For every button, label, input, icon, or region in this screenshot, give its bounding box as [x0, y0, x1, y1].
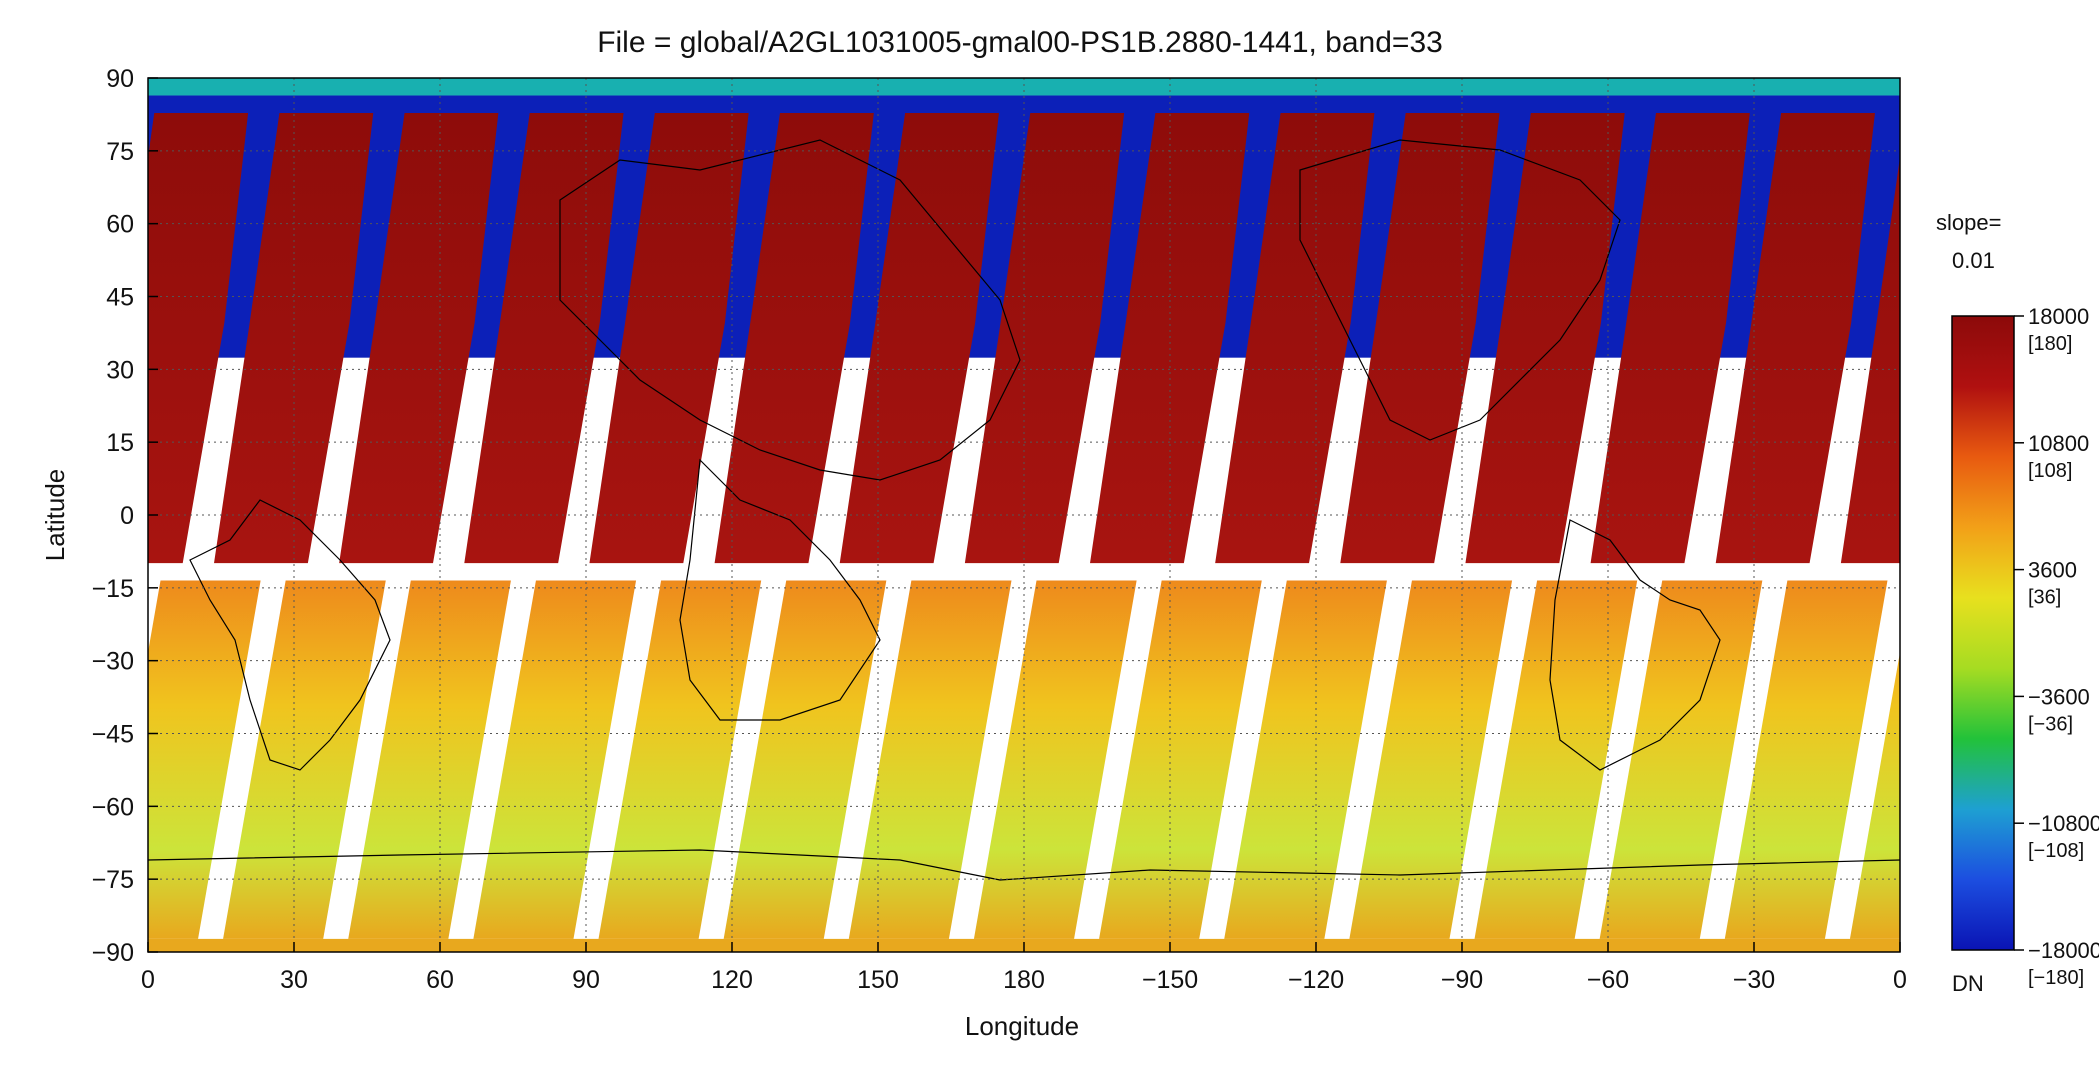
y-tick-label: 45 — [106, 284, 134, 312]
north-swath — [339, 112, 499, 564]
map-title: File = global/A2GL1031005-gmal00-PS1B.28… — [597, 26, 1443, 59]
x-tick-label: −150 — [1142, 966, 1198, 994]
x-tick-label: 90 — [572, 966, 600, 994]
coastline — [189, 499, 391, 771]
colorbar-tick-sublabel: [36] — [2028, 587, 2061, 609]
north-swath — [1465, 112, 1625, 564]
south-swath — [1724, 580, 1888, 939]
coastline — [1549, 519, 1721, 771]
y-tick-label: 75 — [106, 138, 134, 166]
north-swath — [148, 112, 249, 564]
north-swath — [1590, 112, 1750, 564]
north-swath — [464, 112, 624, 564]
colorbar-unit-label: DN — [1952, 971, 1984, 996]
colorbar-ramp — [1951, 315, 2015, 951]
y-tick-label: 90 — [106, 65, 134, 93]
colorbar-tick-label: −3600 — [2028, 684, 2090, 709]
south-swath — [1099, 580, 1262, 939]
colorbar-slope-value: 0.01 — [1952, 248, 1995, 273]
south-swath — [473, 580, 637, 939]
y-axis-label: Latitude — [40, 469, 70, 562]
colorbar-tick-label: −10800 — [2028, 811, 2099, 836]
south-swath — [598, 580, 762, 939]
south-swath — [148, 580, 261, 939]
y-tick-label: −90 — [92, 939, 134, 967]
x-axis-ticks: 0 30 60 90 120 150 180 −150 −120 −90 −60 −30 0 — [141, 942, 1907, 994]
north-swath — [1840, 157, 1900, 564]
north-swath — [1715, 112, 1875, 564]
north-swath — [214, 112, 374, 564]
colorbar-tick-sublabel: [−36] — [2028, 713, 2073, 735]
y-tick-label: −30 — [92, 648, 134, 676]
y-axis-ticks: 90 75 60 45 30 15 0 −15 −30 −45 −60 −75 −90 — [92, 65, 158, 967]
colorbar-slope-label: slope= — [1936, 210, 2001, 235]
south-swath — [723, 580, 887, 939]
x-tick-label: 150 — [857, 966, 899, 994]
polar-cap — [148, 78, 1900, 96]
north-swath — [1215, 112, 1375, 564]
x-tick-label: 120 — [711, 966, 753, 994]
colorbar-tick-label: 10800 — [2028, 431, 2089, 456]
south-swath — [1474, 580, 1638, 939]
south-swath — [1849, 652, 1900, 939]
south-swath — [1349, 580, 1513, 939]
x-tick-label: −90 — [1441, 966, 1483, 994]
x-tick-label: 60 — [426, 966, 454, 994]
colorbar: slope= 0.01 18000 [180] 10800 [108] 3600 [36]… — [1936, 210, 2099, 996]
colorbar-tick-sublabel: [180] — [2028, 333, 2072, 355]
x-tick-label: 0 — [1893, 966, 1907, 994]
colorbar-ticks: 18000 [180] 10800 [108] 3600 [36] −3600 [−36] −1… — [2014, 304, 2099, 989]
south-swath — [348, 580, 511, 939]
x-tick-label: 0 — [141, 966, 155, 994]
north-swath — [964, 112, 1125, 564]
north-swath — [714, 112, 874, 564]
north-swath — [839, 112, 999, 564]
coastline — [148, 849, 1900, 881]
south-swath — [973, 580, 1137, 939]
y-tick-label: 0 — [120, 502, 134, 530]
coastline — [1299, 139, 1621, 441]
south-swath — [1224, 580, 1387, 939]
colorbar-tick-sublabel: [−180] — [2028, 967, 2084, 989]
coastline — [559, 139, 1021, 481]
x-tick-label: 30 — [280, 966, 308, 994]
y-tick-label: −60 — [92, 793, 134, 821]
x-axis-label: Longitude — [965, 1011, 1079, 1041]
y-tick-label: 30 — [106, 356, 134, 384]
coastline — [679, 458, 881, 721]
y-tick-label: 60 — [106, 211, 134, 239]
colorbar-tick-sublabel: [−108] — [2028, 840, 2084, 862]
south-swath — [848, 580, 1012, 939]
colorbar-tick-sublabel: [108] — [2028, 460, 2072, 482]
north-swath — [589, 112, 749, 564]
x-tick-label: 180 — [1003, 966, 1045, 994]
coastline-layer — [148, 139, 1900, 881]
south-swath — [1599, 580, 1763, 939]
x-tick-label: −30 — [1733, 966, 1775, 994]
south-swath — [223, 580, 386, 939]
colorbar-tick-label: 3600 — [2028, 558, 2077, 583]
north-swath — [1340, 112, 1500, 564]
x-tick-label: −120 — [1288, 966, 1344, 994]
colorbar-tick-label: 18000 — [2028, 304, 2089, 329]
y-tick-label: −45 — [92, 721, 134, 749]
north-swath — [1090, 112, 1250, 564]
y-tick-label: −15 — [92, 575, 134, 603]
x-tick-label: −60 — [1587, 966, 1629, 994]
y-tick-label: 15 — [106, 429, 134, 457]
gridlines — [148, 78, 1900, 952]
y-tick-label: −75 — [92, 866, 134, 894]
colorbar-tick-label: −18000 — [2028, 938, 2099, 963]
